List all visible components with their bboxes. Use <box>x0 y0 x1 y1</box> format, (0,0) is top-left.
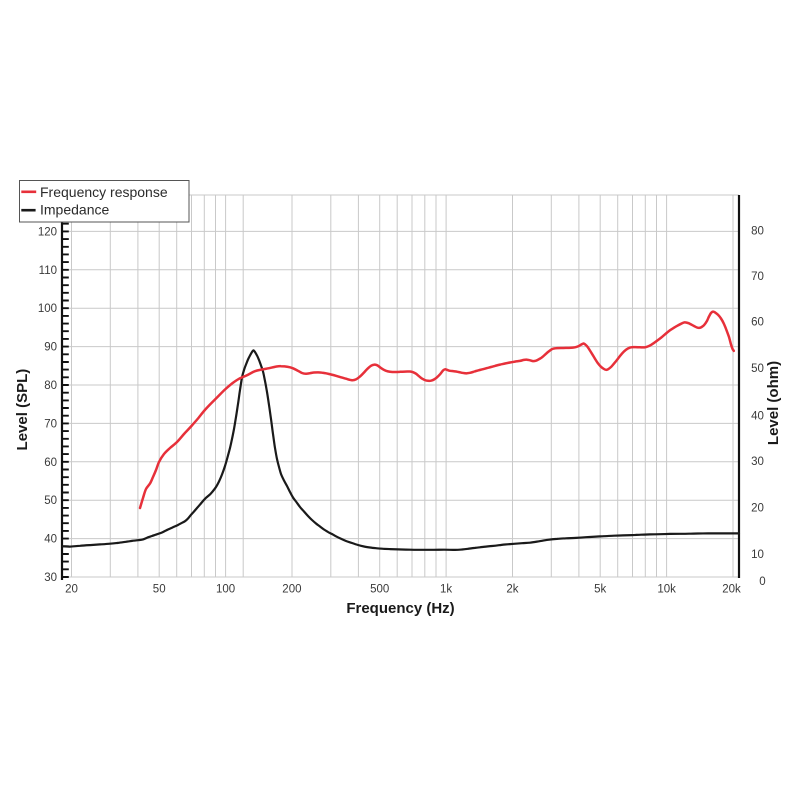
svg-text:Frequency (Hz): Frequency (Hz) <box>346 600 454 617</box>
svg-text:40: 40 <box>44 534 57 546</box>
svg-text:Impedance: Impedance <box>40 202 109 218</box>
svg-text:70: 70 <box>751 271 764 283</box>
svg-text:60: 60 <box>44 457 57 469</box>
svg-text:50: 50 <box>153 583 166 595</box>
svg-text:20: 20 <box>65 583 78 595</box>
svg-text:60: 60 <box>751 317 764 329</box>
svg-text:500: 500 <box>370 583 389 595</box>
svg-text:Level (SPL): Level (SPL) <box>14 369 31 451</box>
svg-text:110: 110 <box>39 265 57 277</box>
svg-text:1k: 1k <box>440 583 452 595</box>
svg-text:30: 30 <box>44 572 57 584</box>
svg-text:30: 30 <box>751 456 764 468</box>
svg-text:2k: 2k <box>506 583 518 595</box>
svg-text:100: 100 <box>38 303 57 315</box>
svg-text:200: 200 <box>282 583 301 595</box>
svg-text:50: 50 <box>44 495 57 507</box>
svg-text:5k: 5k <box>594 583 606 595</box>
svg-text:Level (ohm): Level (ohm) <box>765 361 782 445</box>
svg-text:10k: 10k <box>657 583 676 595</box>
svg-text:0: 0 <box>759 576 765 588</box>
svg-text:40: 40 <box>751 410 764 422</box>
svg-text:70: 70 <box>44 418 57 430</box>
svg-text:20k: 20k <box>722 583 741 595</box>
svg-text:50: 50 <box>751 363 764 375</box>
svg-text:80: 80 <box>751 226 764 238</box>
svg-text:Frequency response: Frequency response <box>40 184 168 200</box>
svg-text:100: 100 <box>216 583 235 595</box>
svg-text:10: 10 <box>751 549 764 561</box>
svg-text:120: 120 <box>38 226 57 238</box>
svg-text:80: 80 <box>44 380 57 392</box>
svg-text:20: 20 <box>751 503 764 515</box>
svg-text:90: 90 <box>44 342 57 354</box>
